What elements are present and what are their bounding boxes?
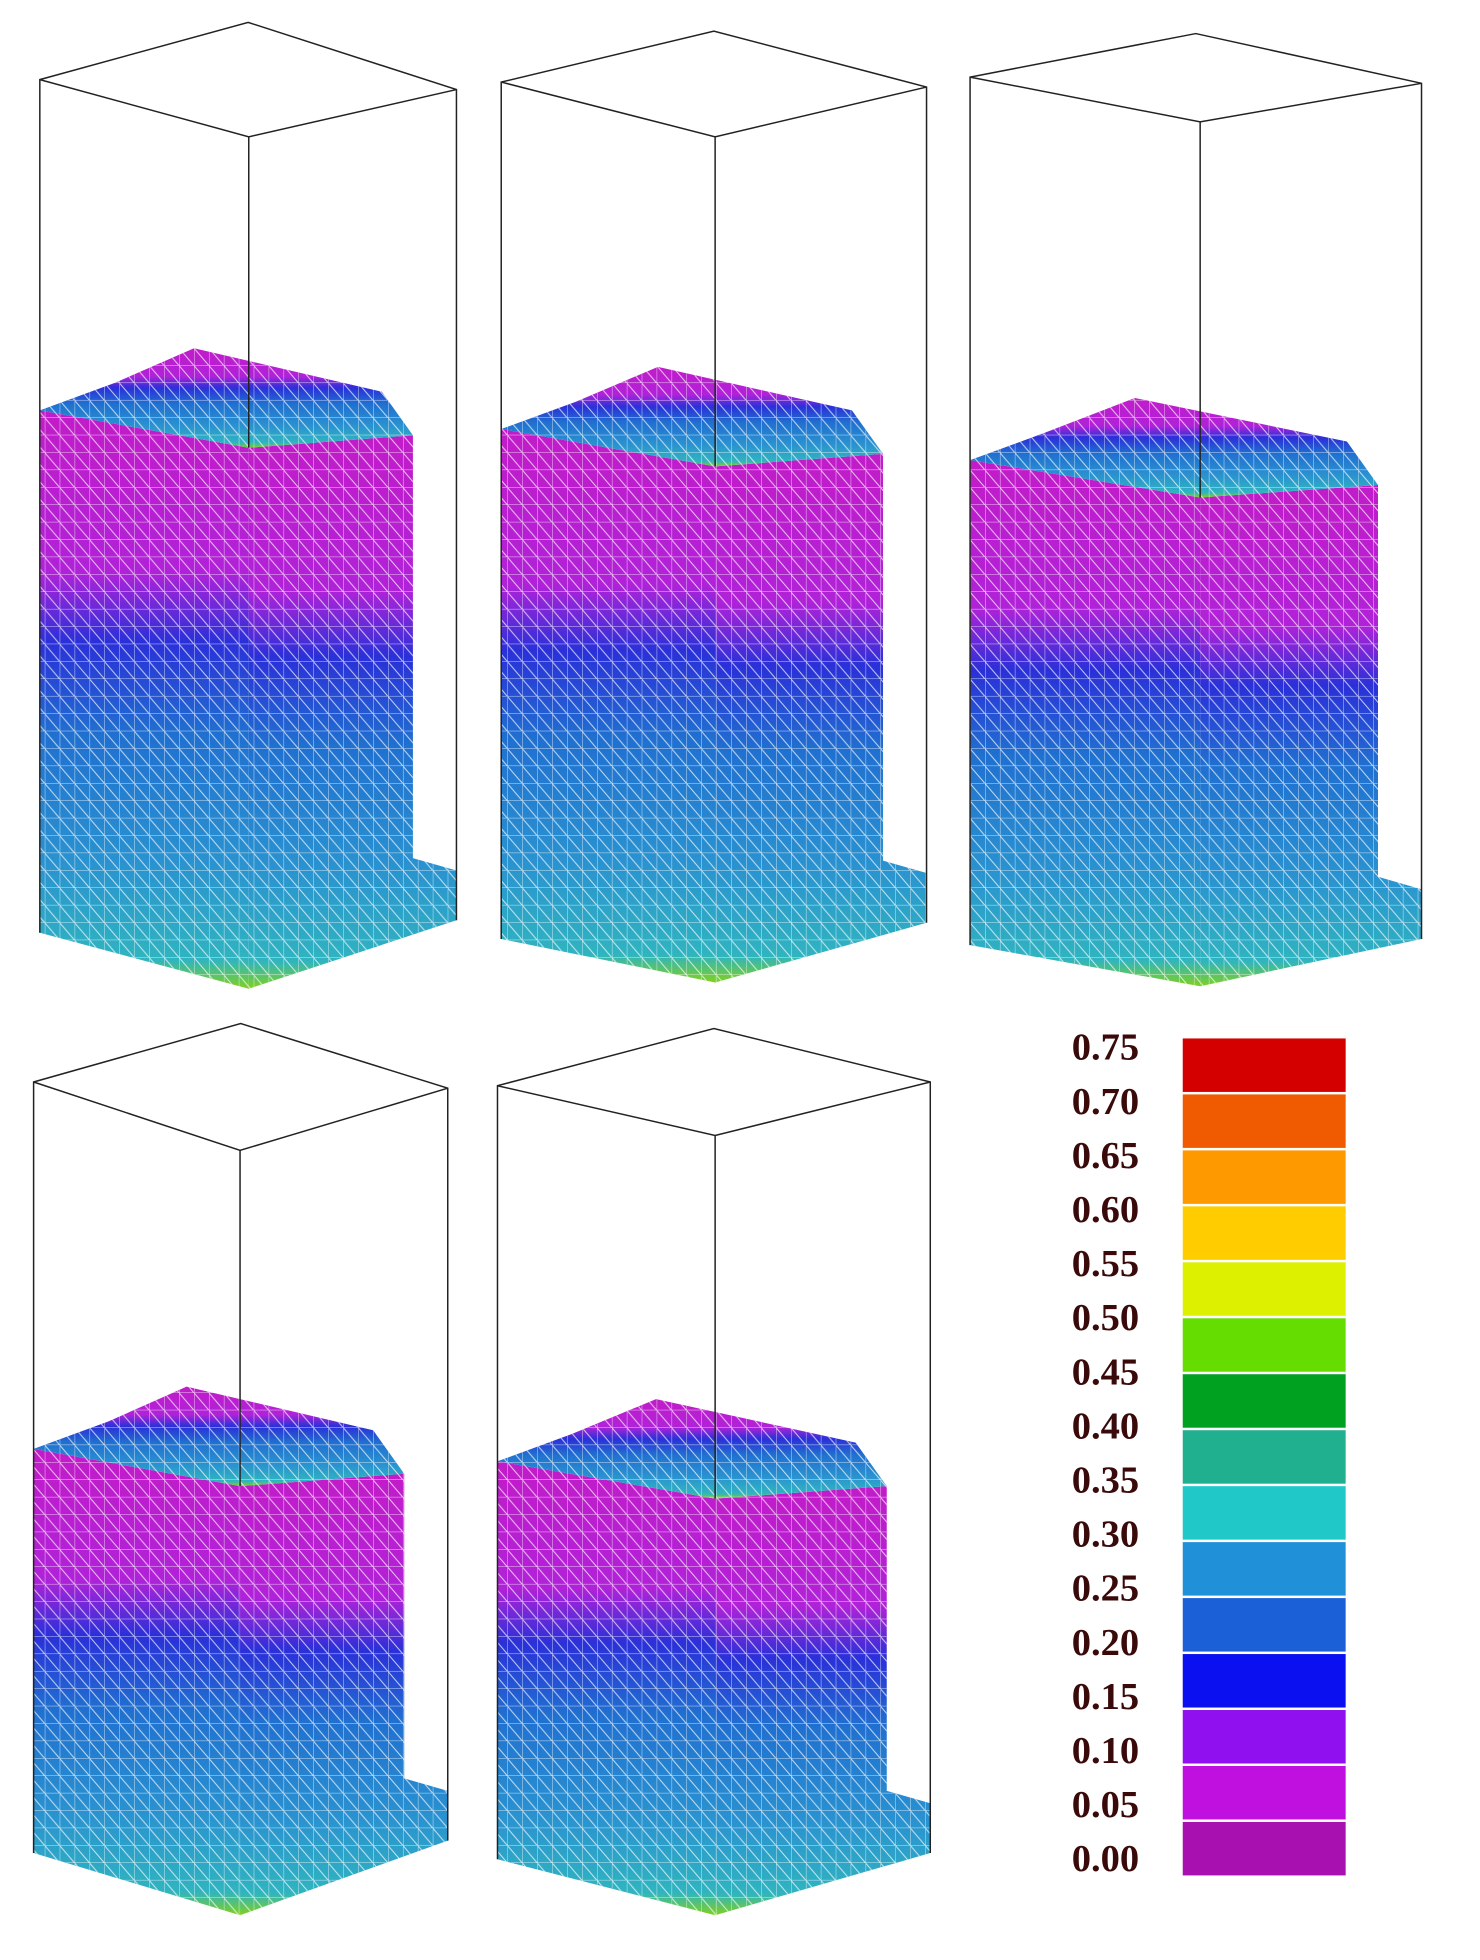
mesh — [497, 1399, 887, 1499]
legend-swatch — [1182, 1318, 1346, 1372]
mesh — [39, 410, 249, 989]
simulation-box — [969, 32, 1423, 987]
legend-label: 0.15 — [1072, 1676, 1139, 1718]
legend-swatch — [1182, 1150, 1346, 1204]
box-edge — [500, 30, 928, 939]
legend-swatch — [1182, 1430, 1346, 1484]
mesh — [970, 397, 1378, 498]
legend-swatch — [1182, 1038, 1346, 1092]
legend-swatch — [1182, 1598, 1346, 1652]
legend-label: 0.35 — [1072, 1460, 1139, 1502]
mesh — [248, 435, 457, 989]
mesh — [715, 453, 927, 983]
legend-label: 0.40 — [1072, 1405, 1139, 1447]
mesh — [33, 1448, 241, 1916]
mesh — [715, 1486, 931, 1916]
legend-label: 0.50 — [1072, 1297, 1139, 1339]
box-edge — [32, 1022, 449, 1854]
legend-swatch — [1182, 1821, 1346, 1876]
mesh — [497, 1461, 716, 1916]
box-edge — [39, 21, 458, 933]
legend-swatch — [1182, 1765, 1346, 1820]
legend-swatch — [1182, 1262, 1346, 1316]
mesh — [33, 1386, 405, 1487]
simulation-box — [500, 30, 928, 983]
legend-label: 0.75 — [1072, 1027, 1139, 1069]
legend-label: 0.05 — [1072, 1784, 1139, 1826]
mesh — [1200, 485, 1422, 987]
legend-label: 0.30 — [1072, 1514, 1139, 1556]
simulation-box — [39, 21, 458, 989]
box-edge — [33, 1081, 448, 1152]
legend-swatch — [1182, 1542, 1346, 1596]
legend-swatch — [1182, 1486, 1346, 1540]
box-edge — [501, 81, 927, 138]
mesh — [501, 429, 716, 983]
box-edge — [969, 76, 1422, 123]
box-edge — [497, 1081, 931, 1137]
mesh — [39, 348, 413, 448]
mesh — [501, 366, 884, 467]
color-legend: 0.75 0.70 0.65 0.60 0.55 0.50 0.45 0.40 0.35 0.30… — [1072, 1027, 1346, 1880]
legend-label: 0.45 — [1072, 1351, 1139, 1393]
legend-label: 0.60 — [1072, 1189, 1139, 1231]
box-edge — [969, 32, 1423, 946]
legend-label: 0.65 — [1072, 1135, 1139, 1177]
simulation-panels — [32, 21, 1423, 1916]
legend-label: 0.10 — [1072, 1730, 1139, 1772]
legend-label: 0.70 — [1072, 1081, 1139, 1123]
legend-swatch — [1182, 1654, 1346, 1708]
simulation-box — [496, 1027, 932, 1916]
simulation-box — [32, 1022, 449, 1916]
legend-label: 0.20 — [1072, 1622, 1139, 1664]
legend-swatch — [1182, 1094, 1346, 1148]
box-edge — [496, 1027, 932, 1860]
legend-label: 0.00 — [1072, 1838, 1139, 1880]
legend-swatch — [1182, 1206, 1346, 1260]
box-edge — [39, 78, 457, 138]
mesh — [240, 1473, 448, 1916]
legend-label: 0.55 — [1072, 1243, 1139, 1285]
legend-label: 0.25 — [1072, 1568, 1139, 1610]
legend-swatch — [1182, 1374, 1346, 1428]
legend-swatch — [1182, 1710, 1346, 1764]
mesh — [970, 460, 1201, 987]
